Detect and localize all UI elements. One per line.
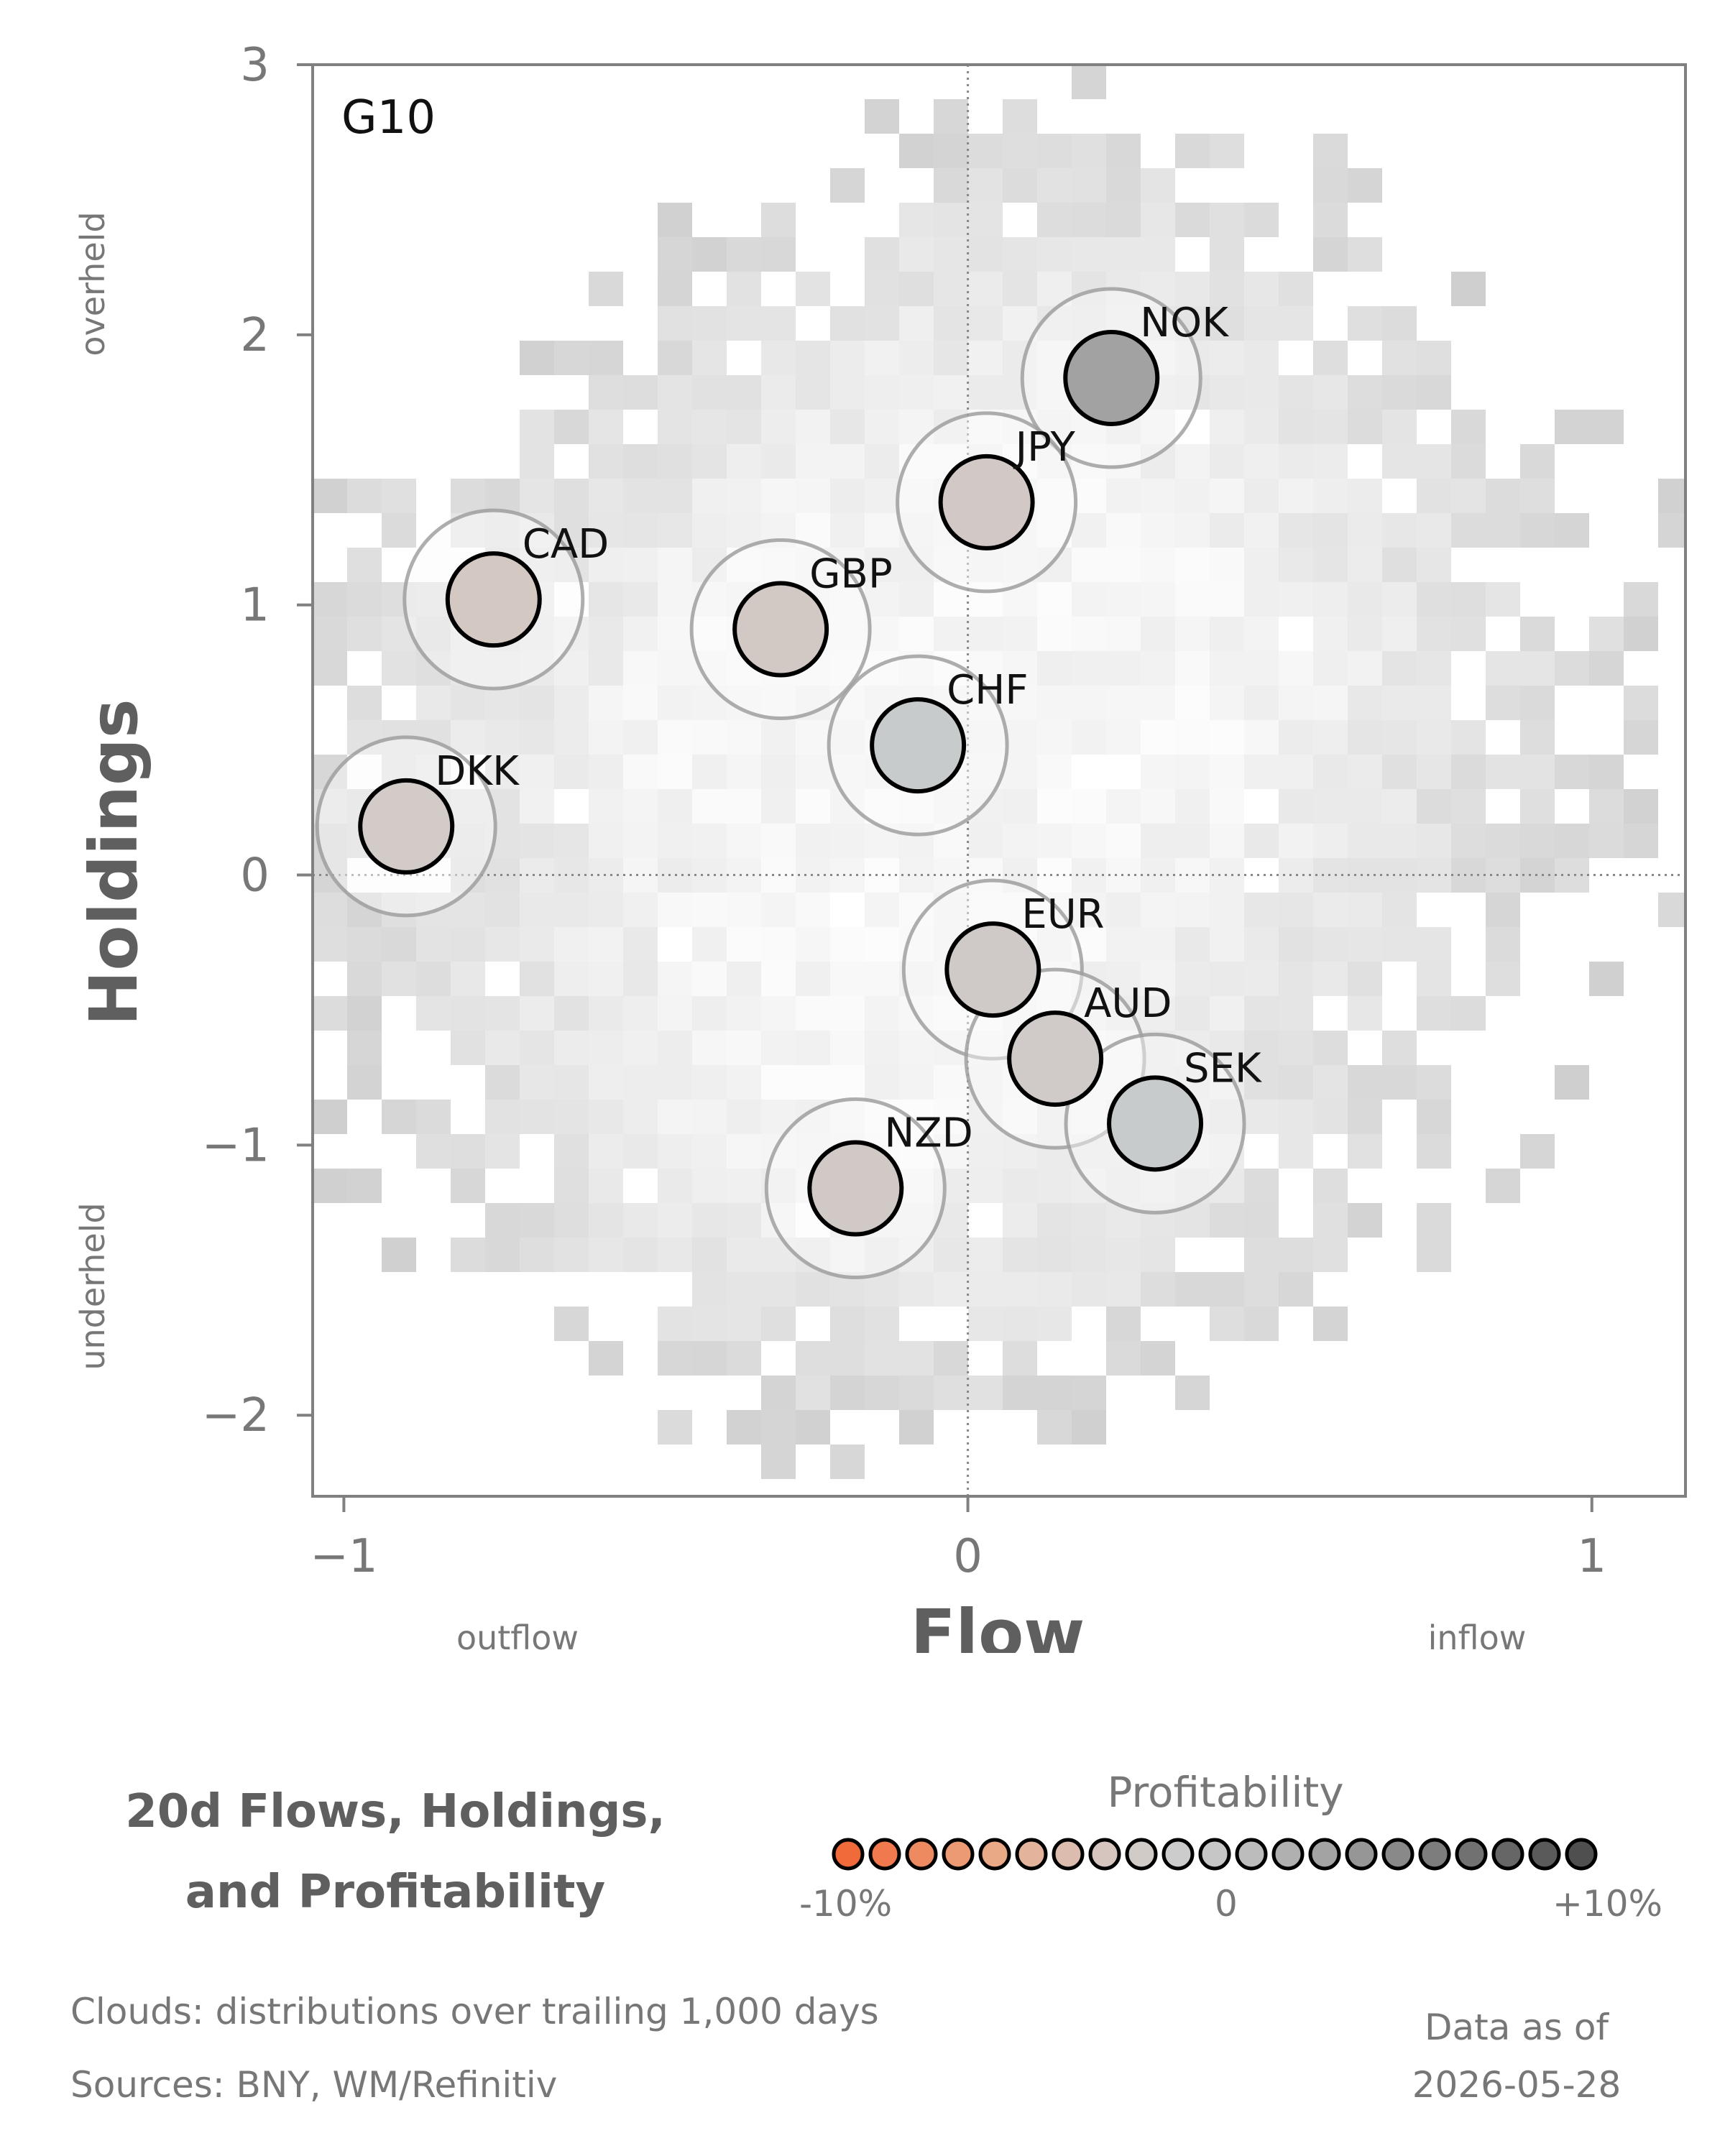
x-tick-label: −1	[310, 1530, 377, 1583]
flows-holdings-chart: NOK JPY CAD GBP CHF DKK EUR AUD SEK NZD −1 0 1 −2 −1…	[73, 39, 1687, 1653]
y-axis-title: Holdings	[75, 699, 152, 1026]
data-asof-date: 2026-05-28	[1412, 2064, 1622, 2106]
footnote-clouds: Clouds: distributions over trailing 1,00…	[70, 1991, 879, 2032]
legend-swatch	[1528, 1838, 1561, 1871]
legend-swatch	[1381, 1838, 1414, 1871]
reference-lines	[313, 65, 1685, 1496]
legend-swatch	[1345, 1838, 1378, 1871]
y-tick-label: 0	[240, 849, 270, 903]
legend-swatch	[1418, 1838, 1451, 1871]
label-nzd: NZD	[884, 1110, 972, 1157]
legend-swatch	[1125, 1838, 1158, 1871]
profitability-legend	[832, 1838, 1598, 1871]
point-nok	[1063, 329, 1160, 426]
point-eur	[944, 921, 1041, 1018]
legend-swatch	[1088, 1838, 1121, 1871]
footnote-sources: Sources: BNY, WM/Refinitiv	[70, 2064, 558, 2106]
x-axis-title: Flow	[911, 1595, 1085, 1653]
legend-swatch	[1052, 1838, 1085, 1871]
point-nzd	[807, 1140, 904, 1237]
legend-swatch	[1015, 1838, 1048, 1871]
legend-swatch	[942, 1838, 975, 1871]
currency-labels: NOK JPY CAD GBP CHF DKK EUR AUD SEK NZD	[435, 300, 1262, 1157]
y-tick-label: −1	[202, 1119, 270, 1172]
legend-tick-max: +10%	[1552, 1883, 1663, 1925]
legend-swatch	[1235, 1838, 1268, 1871]
data-asof-label: Data as of	[1424, 2007, 1609, 2048]
plot-frame	[311, 63, 1687, 1498]
legend-swatch	[868, 1838, 901, 1871]
point-aud	[1007, 1010, 1104, 1107]
point-gbp	[732, 581, 829, 678]
x-tick-label: 0	[953, 1530, 983, 1583]
legend-tick-mid: 0	[1215, 1883, 1238, 1925]
legend-swatch	[905, 1838, 938, 1871]
legend-swatch	[1455, 1838, 1488, 1871]
label-chf: CHF	[947, 667, 1028, 714]
legend-title: Profitability	[1107, 1768, 1344, 1817]
legend-swatch	[1491, 1838, 1524, 1871]
legend-swatch	[832, 1838, 865, 1871]
y-tick-label: 2	[240, 309, 270, 362]
legend-swatch	[1308, 1838, 1341, 1871]
legend-swatch	[1271, 1838, 1305, 1871]
point-jpy	[938, 453, 1035, 550]
legend-swatch	[1565, 1838, 1598, 1871]
label-nok: NOK	[1140, 300, 1229, 346]
figure-title: 20d Flows, Holdings, and Profitability	[65, 1772, 726, 1932]
panel-label: G10	[341, 91, 436, 144]
label-aud: AUD	[1084, 980, 1172, 1027]
y-side-label-underheld: underheld	[73, 1202, 112, 1370]
y-tick-label: 1	[240, 579, 270, 632]
x-side-label-inflow: inflow	[1428, 1618, 1527, 1653]
point-dkk	[358, 778, 455, 875]
point-sek	[1107, 1075, 1204, 1172]
figure-title-line-1: 20d Flows, Holdings,	[125, 1785, 666, 1838]
point-cad	[445, 551, 542, 648]
x-ticks: −1 0 1	[310, 1496, 1606, 1583]
y-tick-label: 3	[240, 39, 270, 92]
y-tick-label: −2	[202, 1389, 270, 1442]
legend-swatch	[978, 1838, 1011, 1871]
x-side-label-outflow: outflow	[456, 1618, 579, 1653]
y-ticks: −2 −1 0 1 2 3	[202, 39, 313, 1442]
figure-title-line-2: and Profitability	[185, 1866, 606, 1919]
label-eur: EUR	[1021, 891, 1104, 938]
legend-swatch	[1198, 1838, 1231, 1871]
point-chf	[870, 697, 967, 794]
x-tick-label: 1	[1577, 1530, 1606, 1583]
currency-points	[358, 329, 1204, 1237]
label-jpy: JPY	[1013, 424, 1076, 471]
legend-swatch	[1162, 1838, 1195, 1871]
label-sek: SEK	[1184, 1045, 1262, 1092]
label-gbp: GBP	[809, 551, 893, 598]
label-dkk: DKK	[435, 748, 520, 795]
y-side-label-overheld: overheld	[73, 211, 112, 356]
legend-tick-min: -10%	[799, 1883, 893, 1925]
label-cad: CAD	[523, 521, 610, 568]
